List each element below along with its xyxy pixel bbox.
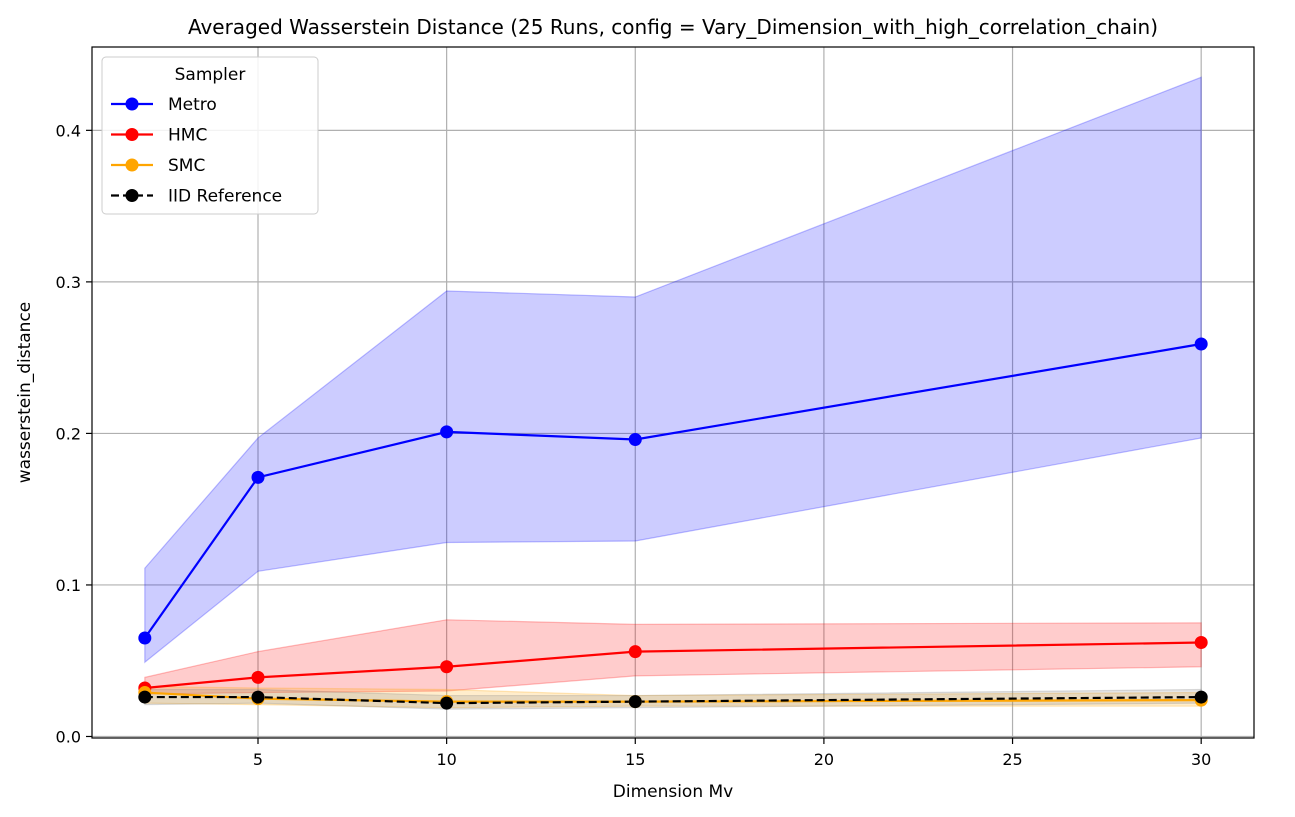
iid-reference-point xyxy=(251,690,265,704)
iid-reference-point xyxy=(1194,690,1208,704)
plot-frame xyxy=(91,46,1255,739)
legend-iid-reference-marker xyxy=(125,189,139,202)
legend-hmc-marker xyxy=(125,128,139,141)
legend: Sampler Metro HMC SMC IID Reference xyxy=(101,56,319,215)
y-axis-label: wasserstein_distance xyxy=(15,302,35,484)
hmc-point xyxy=(628,645,642,659)
confidence-bands xyxy=(144,76,1202,710)
hmc-point xyxy=(440,660,454,674)
legend-box xyxy=(101,56,319,215)
hmc-point xyxy=(1194,636,1208,650)
y-tick-label: 0.0 xyxy=(56,727,81,746)
legend-entries: Metro HMC SMC IID Reference xyxy=(111,95,282,207)
legend-smc-marker xyxy=(125,158,139,172)
legend-metro-label: Metro xyxy=(168,95,217,115)
metro-point xyxy=(138,631,152,645)
legend-iid-reference-label: IID Reference xyxy=(168,187,282,207)
legend-smc-label: SMC xyxy=(168,156,205,176)
y-tick-label: 0.2 xyxy=(56,424,81,443)
x-tick-label: 30 xyxy=(1191,750,1211,769)
iid-reference-point xyxy=(138,690,152,704)
x-tick-label: 20 xyxy=(814,750,834,769)
chart-title: Averaged Wasserstein Distance (25 Runs, … xyxy=(188,15,1158,39)
metro-point xyxy=(440,425,454,439)
y-tick-label: 0.1 xyxy=(56,576,81,595)
iid-reference-point xyxy=(440,696,454,710)
y-tick-label: 0.3 xyxy=(56,273,81,292)
y-tick-label: 0.4 xyxy=(56,121,81,140)
metro-band xyxy=(144,76,1202,664)
legend-hmc-label: HMC xyxy=(168,126,207,146)
x-tick-label: 10 xyxy=(436,750,456,769)
axis-ticks: 5 10 15 20 25 30 0.0 0.1 0.2 0.3 0.4 xyxy=(56,121,1212,769)
legend-metro-marker xyxy=(125,97,139,111)
legend-title: Sampler xyxy=(175,65,246,85)
x-tick-label: 25 xyxy=(1002,750,1022,769)
iid-reference-point xyxy=(628,695,642,709)
metro-point xyxy=(628,432,642,446)
data-points xyxy=(138,337,1208,710)
x-axis-label: Dimension Mv xyxy=(613,782,734,802)
metro-point xyxy=(251,470,265,484)
hmc-point xyxy=(251,670,265,684)
x-tick-label: 5 xyxy=(253,750,263,769)
hmc-band xyxy=(144,619,1202,695)
metro-point xyxy=(1194,337,1208,351)
x-tick-label: 15 xyxy=(625,750,645,769)
